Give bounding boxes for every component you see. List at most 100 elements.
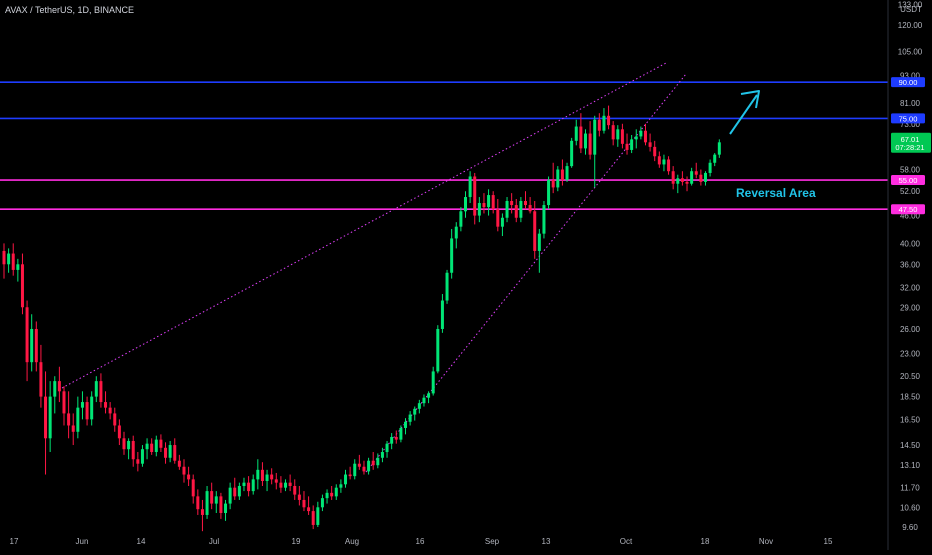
candle: [593, 115, 597, 188]
candle: [214, 491, 218, 514]
candle-body: [307, 507, 311, 512]
candle: [680, 171, 684, 186]
time-tick-label: 19: [292, 537, 301, 546]
candle-body: [620, 129, 624, 144]
candle: [265, 469, 269, 492]
time-tick-label: 15: [824, 537, 833, 546]
candle: [376, 453, 380, 469]
candle: [408, 411, 412, 426]
arrow-shaft[interactable]: [729, 94, 758, 135]
candle-body: [519, 201, 523, 218]
time-tick-label: Oct: [620, 537, 633, 546]
candle-body: [680, 178, 684, 182]
time-tick-label: 18: [701, 537, 710, 546]
level-tag-label: 75.00: [899, 114, 918, 123]
candle: [394, 430, 398, 444]
candle: [270, 468, 274, 485]
level-tag-75.00: [891, 113, 925, 124]
candle: [639, 126, 643, 140]
candle: [224, 499, 228, 521]
candle: [390, 433, 394, 450]
candle: [288, 474, 292, 492]
candle-body: [237, 485, 241, 497]
candle-body: [219, 496, 223, 514]
candle-body: [76, 407, 80, 432]
candle-body: [210, 491, 214, 504]
candle-body: [514, 205, 518, 218]
candle-body: [20, 264, 24, 308]
candle: [565, 162, 569, 182]
candle: [150, 438, 154, 455]
candle: [431, 366, 435, 396]
candle-body: [104, 402, 108, 408]
candle-body: [279, 482, 283, 488]
candle-body: [473, 176, 477, 216]
candle-body: [200, 509, 204, 515]
candle-body: [353, 463, 357, 477]
candle: [556, 166, 560, 192]
candle: [196, 489, 200, 515]
candle: [219, 492, 223, 519]
candle-body: [196, 496, 200, 510]
candle: [560, 159, 564, 186]
candle-body: [325, 492, 329, 499]
price-tick-label: 14.50: [900, 441, 921, 450]
price-tick-label: 9.60: [902, 523, 918, 532]
candle-body: [260, 469, 264, 481]
candle-body: [427, 393, 431, 398]
candle-body: [247, 482, 251, 492]
candle-body: [48, 396, 52, 439]
candle-body: [662, 159, 666, 165]
level-tag-90.00: [891, 77, 925, 88]
candle-body: [593, 119, 597, 155]
candle-body: [639, 130, 643, 137]
candle: [574, 119, 578, 146]
candle: [210, 482, 214, 510]
candle: [293, 479, 297, 500]
candle: [20, 253, 24, 315]
candle-body: [11, 253, 15, 270]
candle: [330, 485, 334, 500]
price-tick-label: 29.00: [900, 303, 921, 312]
candle-body: [145, 443, 149, 450]
candle: [588, 121, 592, 160]
candle-body: [187, 474, 191, 480]
candle: [445, 269, 449, 304]
candle: [367, 457, 371, 475]
candle: [625, 133, 629, 155]
candle-body: [454, 226, 458, 239]
candle: [168, 440, 172, 463]
candle: [25, 300, 29, 382]
candle-body: [85, 402, 89, 420]
candle-body: [496, 209, 500, 227]
horizontal-levels: [0, 81, 888, 210]
candle: [583, 129, 587, 155]
candle: [473, 172, 477, 225]
candle-body: [477, 203, 481, 216]
candle: [690, 167, 694, 186]
candle-body: [523, 201, 527, 206]
candle-body: [459, 211, 463, 227]
candle-body: [574, 126, 578, 141]
candle-body: [717, 142, 721, 155]
candle-body: [122, 438, 126, 450]
candle: [464, 191, 467, 218]
candle: [667, 156, 671, 175]
candle: [7, 248, 11, 273]
candle: [256, 459, 260, 490]
candle: [413, 406, 417, 421]
candle: [44, 371, 48, 475]
candle: [542, 201, 546, 239]
candle-body: [330, 492, 334, 497]
candle-body: [667, 159, 671, 172]
time-axis[interactable]: 17 Jun 14 Jul 19 Aug 16 Sep 13 Oct 18 Nov 15: [10, 537, 833, 546]
candle: [325, 489, 329, 504]
candle: [579, 113, 583, 154]
candle-body: [616, 129, 620, 140]
candle-body: [25, 307, 29, 363]
candle-body: [537, 233, 541, 251]
candle: [523, 191, 527, 210]
